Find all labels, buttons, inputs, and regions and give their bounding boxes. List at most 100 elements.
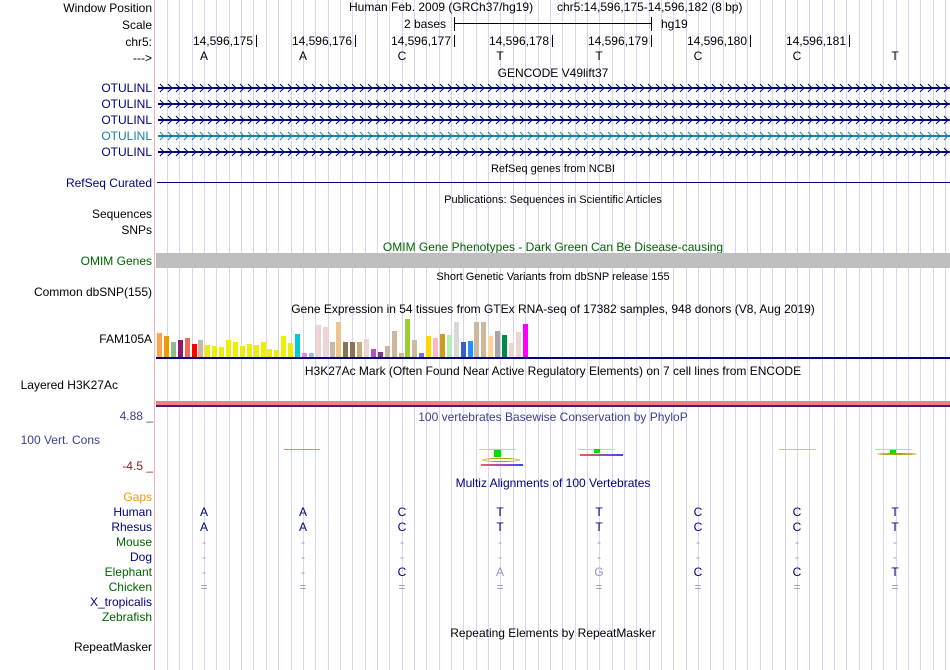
gtex-tissue-bar[interactable] (336, 322, 342, 357)
phylop-mark (779, 449, 816, 450)
gtex-tissue-bar[interactable] (253, 345, 259, 357)
multiz-species-label[interactable]: Mouse (115, 535, 152, 549)
gencode-transcript[interactable] (158, 97, 950, 111)
omim-track-label[interactable]: OMIM Genes (80, 254, 152, 268)
gtex-tissue-bar[interactable] (412, 340, 418, 357)
h3k27ac-signal[interactable] (156, 401, 950, 405)
gtex-tissue-bar[interactable] (288, 343, 294, 357)
multiz-species-label[interactable]: Dog (129, 550, 152, 564)
gtex-tissue-bar[interactable] (350, 342, 356, 357)
gtex-tissue-bar[interactable] (274, 350, 280, 357)
gtex-tissue-bar[interactable] (260, 342, 266, 357)
gtex-tissue-bar[interactable] (212, 346, 218, 357)
gtex-baseline (156, 357, 950, 359)
phylop-mark (494, 450, 501, 457)
gtex-tissue-bar[interactable] (177, 340, 183, 357)
phylop-track-label[interactable]: 100 Vert. Cons (20, 433, 100, 447)
gencode-transcript-label[interactable]: OTULINL (101, 113, 152, 127)
gencode-transcript-label[interactable]: OTULINL (101, 145, 152, 159)
gtex-tissue-bar[interactable] (232, 342, 238, 357)
gtex-tissue-bar[interactable] (426, 336, 432, 357)
omim-gene-bar[interactable] (156, 253, 950, 268)
gtex-tissue-bar[interactable] (267, 349, 273, 357)
gencode-transcript[interactable] (158, 113, 950, 127)
publications-snps-label[interactable]: SNPs (121, 223, 152, 237)
gtex-tissue-bar[interactable] (301, 353, 307, 357)
gtex-tissue-bar[interactable] (357, 342, 363, 357)
gtex-tissue-bar[interactable] (377, 352, 383, 357)
gtex-tissue-bar[interactable] (219, 347, 225, 357)
multiz-species-label[interactable]: Chicken (108, 580, 152, 594)
gtex-tissue-bar[interactable] (495, 331, 501, 357)
gtex-tissue-bar[interactable] (205, 345, 211, 357)
strand-label[interactable]: ---> (133, 51, 152, 65)
gtex-tissue-bar[interactable] (329, 342, 335, 357)
strand-arrows-icon (158, 147, 950, 157)
gtex-tissue-bar[interactable] (384, 346, 390, 357)
gtex-tissue-bar[interactable] (295, 334, 300, 357)
gtex-tissue-bar[interactable] (391, 331, 397, 357)
phylop-mark (284, 449, 320, 450)
alignment-base: C (792, 565, 802, 579)
gtex-tissue-bar[interactable] (508, 343, 514, 357)
gtex-tissue-bar[interactable] (163, 336, 169, 357)
gtex-tissue-bar[interactable] (198, 340, 204, 357)
gtex-tissue-bar[interactable] (191, 344, 197, 357)
gtex-tissue-bar[interactable] (322, 327, 328, 357)
gtex-tissue-bar[interactable] (308, 353, 314, 357)
gencode-transcript-label[interactable]: OTULINL (101, 81, 152, 95)
publications-sequences-label[interactable]: Sequences (91, 207, 152, 221)
grid-line (216, 0, 217, 670)
gtex-tissue-bar[interactable] (515, 332, 521, 357)
dbsnp-track-label[interactable]: Common dbSNP(155) (33, 285, 152, 299)
gencode-transcript[interactable] (158, 129, 950, 143)
reference-base: T (891, 49, 899, 63)
gtex-tissue-bar[interactable] (239, 346, 245, 357)
gencode-transcript[interactable] (158, 81, 950, 95)
alignment-base: A (495, 565, 504, 579)
gencode-transcript[interactable] (158, 145, 950, 159)
gtex-tissue-bar[interactable] (488, 336, 494, 357)
multiz-species-label[interactable]: X_tropicalis (89, 595, 152, 609)
gtex-tissue-bar[interactable] (226, 340, 231, 357)
gtex-tissue-bar[interactable] (398, 353, 404, 357)
gtex-tissue-bar[interactable] (184, 338, 190, 357)
gtex-tissue-bar[interactable] (170, 342, 176, 357)
gtex-tissue-bar[interactable] (446, 335, 452, 357)
gencode-transcript-label[interactable]: OTULINL (101, 97, 152, 111)
gtex-tissue-bar[interactable] (405, 319, 411, 357)
gtex-tissue-bar[interactable] (419, 353, 425, 357)
gtex-tissue-bar[interactable] (364, 339, 369, 357)
scale-label: Scale (121, 18, 152, 32)
alignment-base: A (298, 505, 307, 519)
gtex-tissue-bar[interactable] (481, 322, 487, 357)
refseq-track-label[interactable]: RefSeq Curated (65, 176, 152, 190)
gtex-tissue-bar[interactable] (246, 344, 252, 357)
gtex-track-label[interactable]: FAM105A (99, 332, 152, 346)
multiz-species-label[interactable]: Gaps (123, 490, 152, 504)
gtex-tissue-bar[interactable] (433, 338, 438, 357)
multiz-species-label[interactable]: Zebrafish (101, 610, 152, 624)
gtex-bar-chart[interactable] (156, 316, 950, 357)
gtex-tissue-bar[interactable] (370, 349, 376, 357)
gtex-tissue-bar[interactable] (522, 324, 528, 357)
assembly-name: Human Feb. 2009 (GRCh37/hg19) (349, 0, 534, 14)
gtex-tissue-bar[interactable] (439, 334, 445, 357)
gtex-tissue-bar[interactable] (460, 342, 466, 357)
gtex-tissue-bar[interactable] (453, 322, 459, 357)
refseq-gene-line[interactable] (157, 182, 950, 183)
multiz-species-label[interactable]: Human (113, 505, 152, 519)
gtex-tissue-bar[interactable] (315, 325, 321, 357)
alignment-base: T (891, 505, 899, 519)
gtex-tissue-bar[interactable] (467, 341, 473, 357)
multiz-species-label[interactable]: Elephant (104, 565, 152, 579)
gtex-tissue-bar[interactable] (474, 322, 480, 357)
gtex-tissue-bar[interactable] (157, 333, 162, 357)
gtex-tissue-bar[interactable] (281, 336, 287, 357)
gtex-tissue-bar[interactable] (343, 342, 349, 357)
gencode-transcript-label[interactable]: OTULINL (101, 129, 152, 143)
h3k27ac-track-label[interactable]: Layered H3K27Ac (20, 378, 118, 392)
gtex-tissue-bar[interactable] (502, 335, 507, 357)
multiz-species-label[interactable]: Rhesus (111, 520, 152, 534)
repeatmasker-track-label[interactable]: RepeatMasker (73, 640, 152, 654)
